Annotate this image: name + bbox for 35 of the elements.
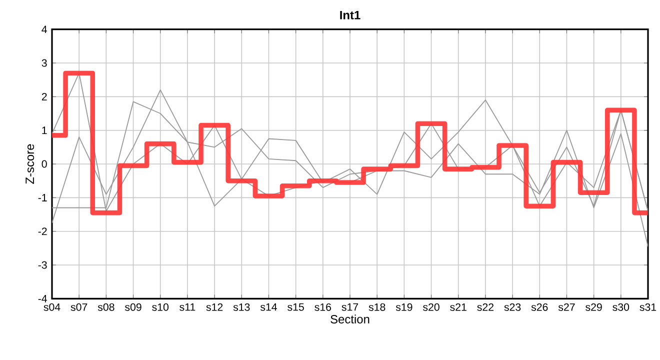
y-tick-label: -4 [38, 295, 47, 302]
x-tick-label: s11 [180, 303, 196, 311]
y-tick-label: 2 [42, 92, 47, 100]
x-tick-label: s13 [233, 303, 250, 311]
x-tick-label: s09 [125, 303, 142, 311]
x-tick-label: s22 [477, 303, 494, 311]
y-tick-label: 1 [42, 126, 47, 134]
x-tick-label: s10 [152, 303, 169, 311]
x-tick-label: s27 [558, 303, 575, 311]
x-tick-label: s15 [288, 303, 304, 311]
x-tick-label: s19 [396, 303, 412, 311]
x-tick-label: s23 [504, 303, 521, 311]
x-tick-label: s30 [612, 303, 630, 311]
x-tick-label: s18 [368, 303, 386, 311]
x-tick-label: s26 [531, 303, 548, 311]
x-tick-label: s31 [640, 303, 656, 311]
x-tick-label: s14 [260, 303, 277, 311]
y-tick-label: -1 [38, 194, 47, 202]
y-tick-label: -3 [38, 261, 47, 269]
x-tick-label: s04 [44, 303, 60, 311]
x-tick-label: s29 [586, 303, 602, 311]
x-axis-title: Section [330, 314, 370, 324]
x-tick-label: s20 [423, 303, 440, 311]
x-tick-label: s08 [98, 303, 114, 311]
chart-title: Int1 [340, 11, 360, 20]
y-axis-title: Z-score [26, 144, 34, 184]
y-tick-label: 3 [42, 59, 47, 67]
y-tick-label: -2 [38, 228, 47, 236]
x-tick-label: s17 [342, 303, 358, 311]
x-tick-label: s12 [206, 303, 223, 311]
x-tick-label: s21 [450, 303, 466, 311]
x-tick-label: s16 [314, 303, 332, 311]
x-tick-label: s07 [70, 303, 88, 311]
y-tick-label: 4 [42, 26, 47, 33]
y-tick-label: 0 [42, 160, 47, 168]
